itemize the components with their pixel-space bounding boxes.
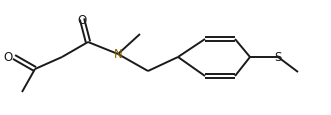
- Text: O: O: [77, 13, 87, 26]
- Text: O: O: [4, 51, 13, 64]
- Text: S: S: [274, 51, 282, 64]
- Text: N: N: [114, 48, 122, 61]
